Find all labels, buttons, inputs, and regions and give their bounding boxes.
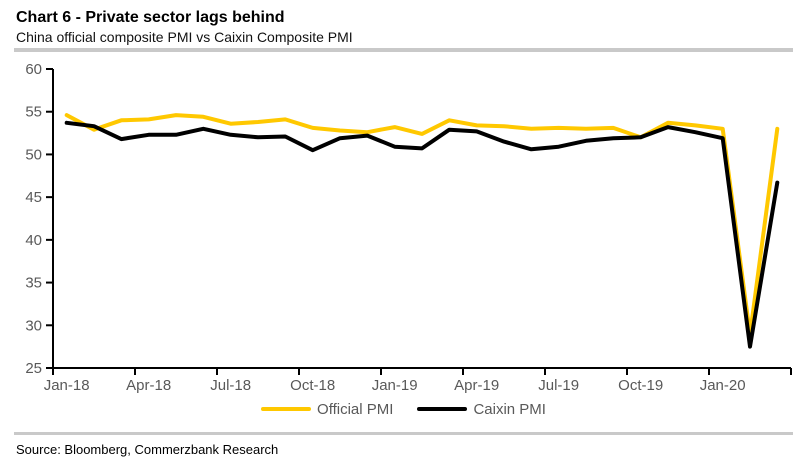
official-pmi-line-swatch bbox=[261, 407, 312, 411]
svg-text:25: 25 bbox=[25, 360, 42, 377]
chart-title: Chart 6 - Private sector lags behind bbox=[16, 9, 285, 26]
svg-text:45: 45 bbox=[25, 189, 42, 206]
svg-text:Jan-18: Jan-18 bbox=[44, 377, 90, 394]
svg-text:55: 55 bbox=[25, 104, 42, 121]
svg-text:Oct-18: Oct-18 bbox=[290, 377, 335, 394]
legend-item-official-pmi: Official PMI bbox=[261, 401, 393, 418]
svg-text:Jan-19: Jan-19 bbox=[372, 377, 418, 394]
svg-text:Jul-19: Jul-19 bbox=[538, 377, 579, 394]
bottom-divider bbox=[14, 432, 793, 435]
chart-area: 25 30 35 40 45 50 55 60 Jan-18 Apr-18 Jul-18 Oct-18… bbox=[0, 52, 807, 420]
chart-subtitle: China official composite PMI vs Caixin C… bbox=[16, 29, 353, 45]
svg-text:Jul-18: Jul-18 bbox=[210, 377, 251, 394]
svg-text:35: 35 bbox=[25, 275, 42, 292]
svg-text:50: 50 bbox=[25, 146, 42, 163]
top-divider bbox=[14, 48, 793, 52]
chart-legend: Official PMI Caixin PMI bbox=[0, 398, 807, 420]
caixin-pmi-line-swatch bbox=[417, 407, 468, 411]
legend-label-caixin-pmi: Caixin PMI bbox=[473, 400, 546, 418]
source-note: Source: Bloomberg, Commerzbank Research bbox=[16, 442, 279, 457]
svg-text:Oct-19: Oct-19 bbox=[618, 377, 663, 394]
chart-header: Chart 6 - Private sector lags behind Chi… bbox=[0, 0, 807, 46]
svg-text:Apr-18: Apr-18 bbox=[126, 377, 171, 394]
legend-item-caixin-pmi: Caixin PMI bbox=[417, 401, 546, 418]
svg-text:40: 40 bbox=[25, 232, 42, 249]
pmi-line-chart: 25 30 35 40 45 50 55 60 Jan-18 Apr-18 Jul-18 Oct-18… bbox=[25, 61, 792, 394]
svg-text:Jan-20: Jan-20 bbox=[700, 377, 746, 394]
svg-text:30: 30 bbox=[25, 317, 42, 334]
legend-label-official-pmi: Official PMI bbox=[317, 400, 394, 418]
svg-text:Apr-19: Apr-19 bbox=[454, 377, 499, 394]
svg-text:60: 60 bbox=[25, 61, 42, 78]
